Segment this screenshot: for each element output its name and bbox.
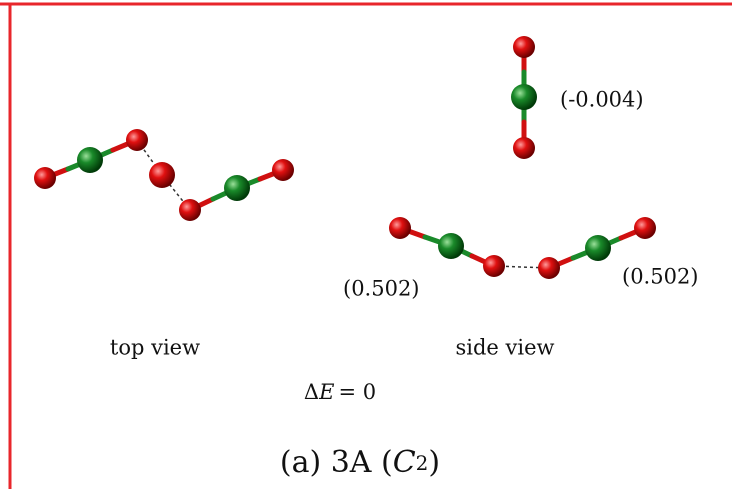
delta: Δ [304, 380, 319, 404]
caption-prefix: (a) 3A ( [280, 445, 393, 480]
figure: (-0.004) (0.502) (0.502) top view side v… [0, 0, 732, 489]
energy-label: ΔE= 0 [304, 380, 376, 404]
charge-label: (-0.004) [560, 88, 644, 112]
caption-symmetry: C [393, 445, 416, 480]
caption-suffix: ) [428, 445, 440, 480]
value: = 0 [338, 380, 376, 404]
view-label: top view [110, 336, 200, 360]
top-view-molecule [34, 129, 294, 221]
symbol: E [318, 380, 334, 404]
side-view-molecule [389, 217, 656, 279]
view-label: side view [455, 336, 554, 360]
charge-label: (0.502) [343, 277, 420, 301]
caption-subscript: 2 [416, 451, 429, 475]
vertical-molecule [511, 36, 537, 159]
charge-label: (0.502) [622, 265, 699, 289]
caption: (a) 3A (C2) [280, 445, 440, 480]
